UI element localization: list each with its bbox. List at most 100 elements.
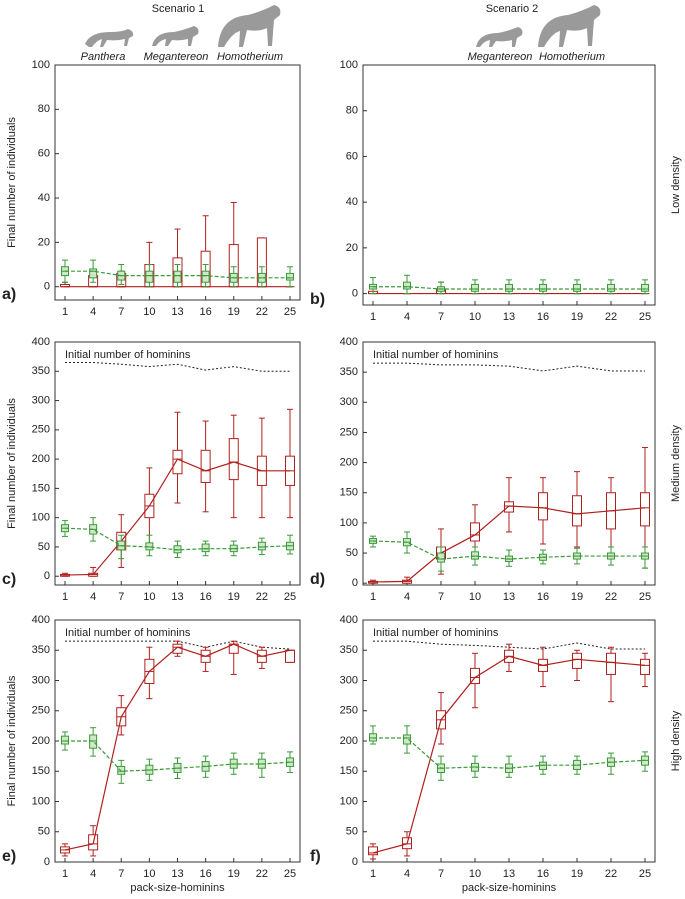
y-tick-label: 350: [32, 365, 50, 377]
x-tick-label: 19: [571, 868, 583, 880]
box: [228, 438, 239, 481]
y-tick-label: 100: [340, 517, 358, 529]
x-tick-label: 10: [143, 591, 155, 603]
y-tick-label: 200: [32, 453, 50, 465]
x-tick-label: 13: [171, 591, 183, 603]
reference-line: [373, 362, 645, 372]
reference-label: Initial number of hominins: [65, 349, 191, 361]
y-tick-label: 250: [340, 426, 358, 438]
x-tick-label: 16: [537, 591, 549, 603]
x-tick-label: 4: [404, 311, 410, 323]
y-tick-label: 200: [32, 735, 50, 747]
x-tick-label: 22: [256, 868, 268, 880]
panel-label: b): [310, 291, 325, 308]
median-line: [65, 740, 291, 772]
y-tick-label: 0: [352, 287, 358, 299]
box: [89, 734, 98, 749]
x-tick-label: 25: [284, 868, 296, 880]
panel-label: e): [2, 848, 16, 865]
box: [403, 281, 411, 290]
x-tick-label: 4: [404, 868, 410, 880]
y-tick-label: 60: [346, 150, 358, 162]
x-tick-label: 7: [118, 868, 124, 880]
y-tick-label: 400: [32, 336, 50, 348]
x-tick-label: 1: [62, 591, 68, 603]
x-axis-label: pack-size-hominins: [462, 882, 557, 894]
y-tick-label: 200: [340, 457, 358, 469]
x-tick-label: 13: [503, 591, 515, 603]
y-tick-label: 250: [32, 424, 50, 436]
x-tick-label: 19: [571, 311, 583, 323]
predator-label: Megantereon: [468, 51, 533, 63]
x-tick-label: 1: [370, 311, 376, 323]
panel-label: d): [310, 571, 325, 588]
x-tick-label: 7: [118, 306, 124, 318]
x-tick-label: 22: [605, 868, 617, 880]
y-tick-label: 0: [44, 856, 50, 868]
box: [471, 283, 479, 292]
y-tick-label: 100: [340, 795, 358, 807]
y-tick-label: 20: [38, 236, 50, 248]
y-tick-label: 300: [340, 674, 358, 686]
y-tick-label: 150: [340, 765, 358, 777]
box: [572, 652, 582, 669]
panthera: [85, 29, 134, 47]
y-tick-label: 80: [38, 103, 50, 115]
x-tick-label: 19: [228, 868, 240, 880]
y-tick-label: 350: [340, 644, 358, 656]
x-tick-label: 7: [438, 868, 444, 880]
x-tick-label: 25: [639, 868, 651, 880]
x-tick-label: 4: [404, 591, 410, 603]
x-tick-label: 25: [284, 591, 296, 603]
x-tick-label: 22: [605, 311, 617, 323]
y-tick-label: 50: [346, 547, 358, 559]
x-tick-label: 13: [503, 868, 515, 880]
box: [607, 283, 615, 292]
box: [201, 270, 210, 283]
median-line: [372, 655, 646, 854]
y-tick-label: 200: [340, 735, 358, 747]
box: [257, 541, 266, 551]
y-tick-label: 300: [340, 396, 358, 408]
box: [368, 846, 378, 856]
y-tick-label: 400: [340, 614, 358, 626]
x-tick-label: 25: [639, 591, 651, 603]
box: [200, 449, 211, 484]
x-tick-label: 7: [438, 311, 444, 323]
homotherium: [218, 5, 281, 47]
reference-label: Initial number of hominins: [373, 627, 499, 639]
y-tick-label: 80: [346, 105, 358, 117]
median-line: [65, 270, 290, 279]
predator-label: Megantereon: [144, 51, 209, 63]
median-line: [64, 643, 291, 851]
x-tick-label: 4: [90, 868, 96, 880]
y-tick-label: 100: [32, 512, 50, 524]
x-tick-label: 4: [90, 306, 96, 318]
x-tick-label: 22: [256, 306, 268, 318]
box: [145, 270, 154, 283]
x-tick-label: 16: [200, 868, 212, 880]
x-tick-label: 4: [90, 591, 96, 603]
median-line: [64, 458, 290, 576]
y-tick-label: 100: [32, 795, 50, 807]
silhouettes: [85, 5, 601, 47]
median-line: [372, 505, 646, 583]
x-tick-label: 19: [228, 306, 240, 318]
plot-frame: [362, 64, 656, 306]
x-tick-label: 1: [370, 868, 376, 880]
x-tick-label: 7: [438, 591, 444, 603]
predator-label: Homotherium: [217, 51, 283, 63]
x-axis-label: pack-size-hominins: [130, 882, 225, 894]
box: [173, 270, 182, 283]
reference-label: Initial number of hominins: [65, 627, 191, 639]
y-axis-label: Final number of individuals: [6, 117, 18, 248]
median-line: [64, 527, 291, 551]
homotherium: [538, 5, 601, 47]
reference-label: Initial number of hominins: [373, 349, 499, 361]
box: [572, 495, 582, 527]
x-tick-label: 16: [537, 311, 549, 323]
x-tick-label: 25: [639, 311, 651, 323]
box: [505, 283, 513, 292]
x-tick-label: 13: [503, 311, 515, 323]
